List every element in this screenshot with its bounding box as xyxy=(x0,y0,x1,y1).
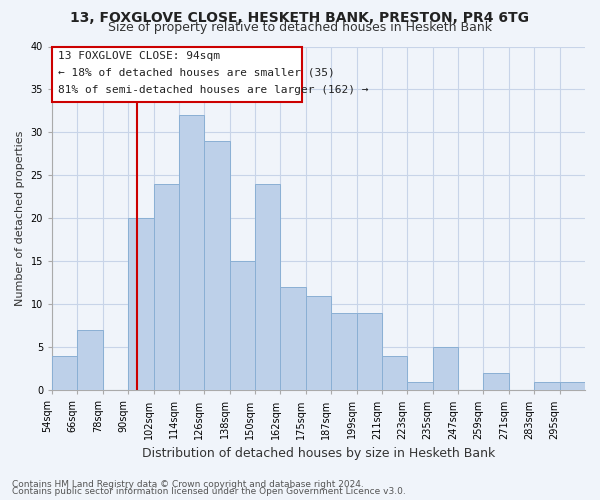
Bar xyxy=(205,141,230,390)
Bar xyxy=(255,184,280,390)
Text: 13 FOXGLOVE CLOSE: 94sqm: 13 FOXGLOVE CLOSE: 94sqm xyxy=(58,51,220,61)
X-axis label: Distribution of detached houses by size in Hesketh Bank: Distribution of detached houses by size … xyxy=(142,447,495,460)
Bar xyxy=(128,218,154,390)
Y-axis label: Number of detached properties: Number of detached properties xyxy=(15,130,25,306)
Bar xyxy=(52,46,302,102)
Bar xyxy=(52,356,77,390)
Bar xyxy=(306,296,331,390)
Bar xyxy=(560,382,585,390)
Text: Contains HM Land Registry data © Crown copyright and database right 2024.: Contains HM Land Registry data © Crown c… xyxy=(12,480,364,489)
Bar xyxy=(230,262,255,390)
Bar xyxy=(433,348,458,391)
Bar xyxy=(154,184,179,390)
Bar xyxy=(356,313,382,390)
Text: 81% of semi-detached houses are larger (162) →: 81% of semi-detached houses are larger (… xyxy=(58,84,369,94)
Text: Contains public sector information licensed under the Open Government Licence v3: Contains public sector information licen… xyxy=(12,487,406,496)
Bar xyxy=(280,287,306,391)
Text: ← 18% of detached houses are smaller (35): ← 18% of detached houses are smaller (35… xyxy=(58,68,335,78)
Bar xyxy=(534,382,560,390)
Bar xyxy=(484,373,509,390)
Bar xyxy=(382,356,407,390)
Bar xyxy=(77,330,103,390)
Bar xyxy=(407,382,433,390)
Text: Size of property relative to detached houses in Hesketh Bank: Size of property relative to detached ho… xyxy=(108,21,492,34)
Bar xyxy=(331,313,356,390)
Bar xyxy=(179,116,205,390)
Text: 13, FOXGLOVE CLOSE, HESKETH BANK, PRESTON, PR4 6TG: 13, FOXGLOVE CLOSE, HESKETH BANK, PRESTO… xyxy=(71,11,530,25)
